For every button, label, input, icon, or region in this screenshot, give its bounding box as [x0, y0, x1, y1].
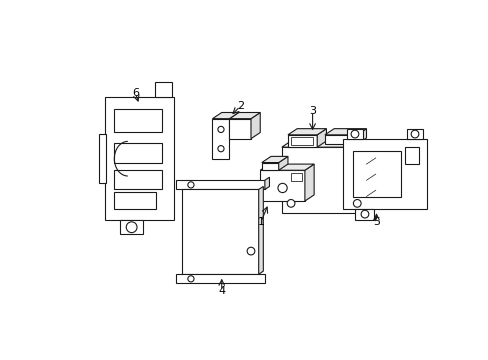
Text: 6: 6	[132, 88, 139, 98]
Bar	[290, 137, 312, 145]
Polygon shape	[324, 129, 366, 135]
Bar	[281, 147, 366, 213]
Polygon shape	[264, 177, 269, 189]
Polygon shape	[250, 112, 260, 139]
Bar	[343, 139, 426, 209]
Text: 1: 1	[257, 217, 264, 227]
Bar	[175, 180, 264, 189]
Polygon shape	[305, 164, 313, 201]
Circle shape	[218, 126, 224, 132]
Circle shape	[277, 183, 286, 193]
Bar	[354, 209, 373, 220]
Text: 2: 2	[236, 101, 244, 111]
Circle shape	[410, 130, 418, 138]
Circle shape	[350, 130, 358, 138]
Circle shape	[353, 199, 360, 207]
Bar	[261, 163, 278, 170]
Polygon shape	[281, 141, 375, 147]
Polygon shape	[366, 141, 375, 213]
Polygon shape	[229, 112, 260, 119]
Polygon shape	[287, 129, 326, 135]
Bar	[260, 170, 305, 201]
Bar	[120, 220, 143, 234]
Bar	[99, 134, 106, 183]
Bar	[324, 135, 357, 144]
Polygon shape	[260, 164, 313, 170]
Text: 5: 5	[372, 217, 379, 227]
Polygon shape	[317, 129, 326, 147]
Bar	[352, 151, 400, 197]
Circle shape	[187, 182, 194, 188]
Bar	[154, 82, 171, 97]
Bar	[175, 274, 264, 283]
Polygon shape	[258, 186, 263, 274]
Polygon shape	[357, 129, 366, 144]
Text: 3: 3	[308, 106, 315, 116]
Bar	[104, 97, 174, 220]
Bar	[229, 119, 250, 139]
Polygon shape	[261, 156, 287, 163]
Bar	[290, 173, 301, 181]
Bar	[287, 135, 317, 147]
Circle shape	[218, 145, 224, 152]
Bar	[182, 189, 258, 274]
Bar	[346, 129, 362, 139]
Circle shape	[126, 222, 137, 233]
Bar	[212, 119, 229, 159]
Circle shape	[286, 199, 294, 207]
Bar	[114, 170, 162, 189]
Bar	[404, 147, 418, 164]
Bar	[114, 192, 156, 209]
Circle shape	[360, 210, 368, 218]
Polygon shape	[278, 156, 287, 170]
Polygon shape	[212, 112, 238, 119]
Circle shape	[246, 247, 254, 255]
Circle shape	[187, 276, 194, 282]
Text: 4: 4	[218, 286, 225, 296]
Bar	[407, 129, 422, 139]
Bar	[114, 143, 162, 163]
Bar	[114, 109, 162, 132]
